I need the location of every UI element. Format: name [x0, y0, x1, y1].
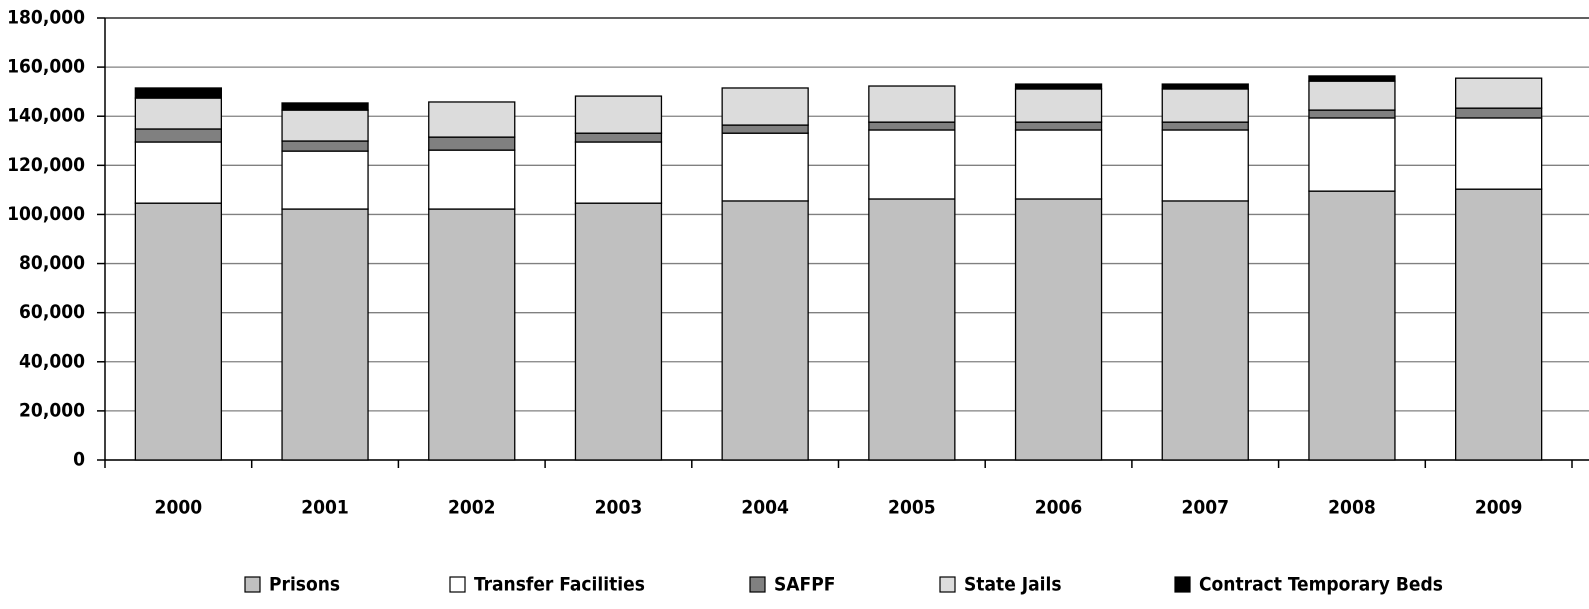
bar-segment: [721, 87, 809, 126]
y-tick-label: 160,000: [7, 56, 85, 78]
bar-segment: [428, 136, 516, 151]
legend-label: State Jails: [964, 574, 1062, 596]
y-tick-label: 20,000: [19, 399, 85, 421]
bar-segment: [1161, 121, 1249, 131]
bar-segment: [134, 97, 223, 130]
x-tick-label: 2001: [301, 497, 349, 519]
bar-segment: [428, 149, 516, 210]
bar-segment: [1014, 129, 1103, 200]
bar-segment: [1455, 107, 1543, 119]
x-tick-label: 2000: [155, 497, 203, 519]
x-tick-label: 2004: [741, 497, 789, 519]
bar-segment: [1308, 117, 1396, 192]
bar-segment: [574, 132, 663, 143]
bar-segment: [281, 140, 369, 152]
bar-segment: [721, 132, 809, 202]
bar-segment: [574, 141, 663, 204]
bar-segment: [1308, 80, 1396, 111]
y-tick-label: 100,000: [7, 203, 85, 225]
bar-segment: [1308, 190, 1396, 461]
bar-segment: [1455, 77, 1543, 109]
bar-segment: [1014, 88, 1103, 123]
bar-segment: [134, 202, 223, 461]
legend-swatch: [244, 576, 261, 593]
y-tick-label: 140,000: [7, 105, 85, 127]
bar-segment: [134, 87, 223, 99]
y-tick-label: 40,000: [19, 350, 85, 372]
bar-segment: [721, 124, 809, 134]
x-tick-label: 2006: [1035, 497, 1083, 519]
bar-segment: [1014, 198, 1103, 461]
x-tick-label: 2007: [1181, 497, 1229, 519]
bar-segment: [574, 202, 663, 461]
bar-segment: [1161, 83, 1249, 90]
y-tick-label: 0: [73, 449, 85, 471]
bar-segment: [868, 121, 956, 131]
legend-swatch: [1174, 576, 1191, 593]
bar-segment: [281, 208, 369, 461]
bar-segment: [428, 208, 516, 461]
y-tick-label: 80,000: [19, 252, 85, 274]
legend-label: Prisons: [269, 574, 340, 596]
bar-segment: [868, 85, 956, 123]
bar-segment: [1014, 121, 1103, 131]
bar-segment: [281, 102, 369, 111]
bar-segment: [1161, 88, 1249, 123]
x-tick-label: 2002: [448, 497, 496, 519]
bar-segment: [281, 109, 369, 142]
bar-segment: [134, 128, 223, 143]
bar-segment: [574, 95, 663, 134]
y-tick-label: 60,000: [19, 301, 85, 323]
bar-segment: [428, 101, 516, 138]
x-tick-label: 2005: [888, 497, 936, 519]
x-tick-label: 2003: [595, 497, 643, 519]
bar-segment: [1308, 75, 1396, 82]
bar-segment: [721, 200, 809, 461]
bar-segment: [1161, 200, 1249, 461]
legend-label: SAFPF: [774, 574, 835, 596]
bar-segment: [134, 141, 223, 204]
bar-segment: [1455, 117, 1543, 190]
bar-segment: [1308, 109, 1396, 119]
bar-segment: [1455, 188, 1543, 461]
legend-swatch: [939, 576, 956, 593]
bar-segment: [868, 198, 956, 461]
y-tick-label: 180,000: [7, 7, 85, 29]
legend-label: Contract Temporary Beds: [1199, 574, 1443, 596]
legend-label: Transfer Facilities: [474, 574, 645, 596]
legend-swatch: [749, 576, 766, 593]
x-tick-label: 2008: [1328, 497, 1376, 519]
x-tick-label: 2009: [1475, 497, 1523, 519]
bar-segment: [1014, 83, 1103, 90]
legend-swatch: [449, 576, 466, 593]
bar-segment: [868, 129, 956, 200]
bar-segment: [1161, 129, 1249, 202]
bar-segment: [281, 150, 369, 210]
y-tick-label: 120,000: [7, 154, 85, 176]
